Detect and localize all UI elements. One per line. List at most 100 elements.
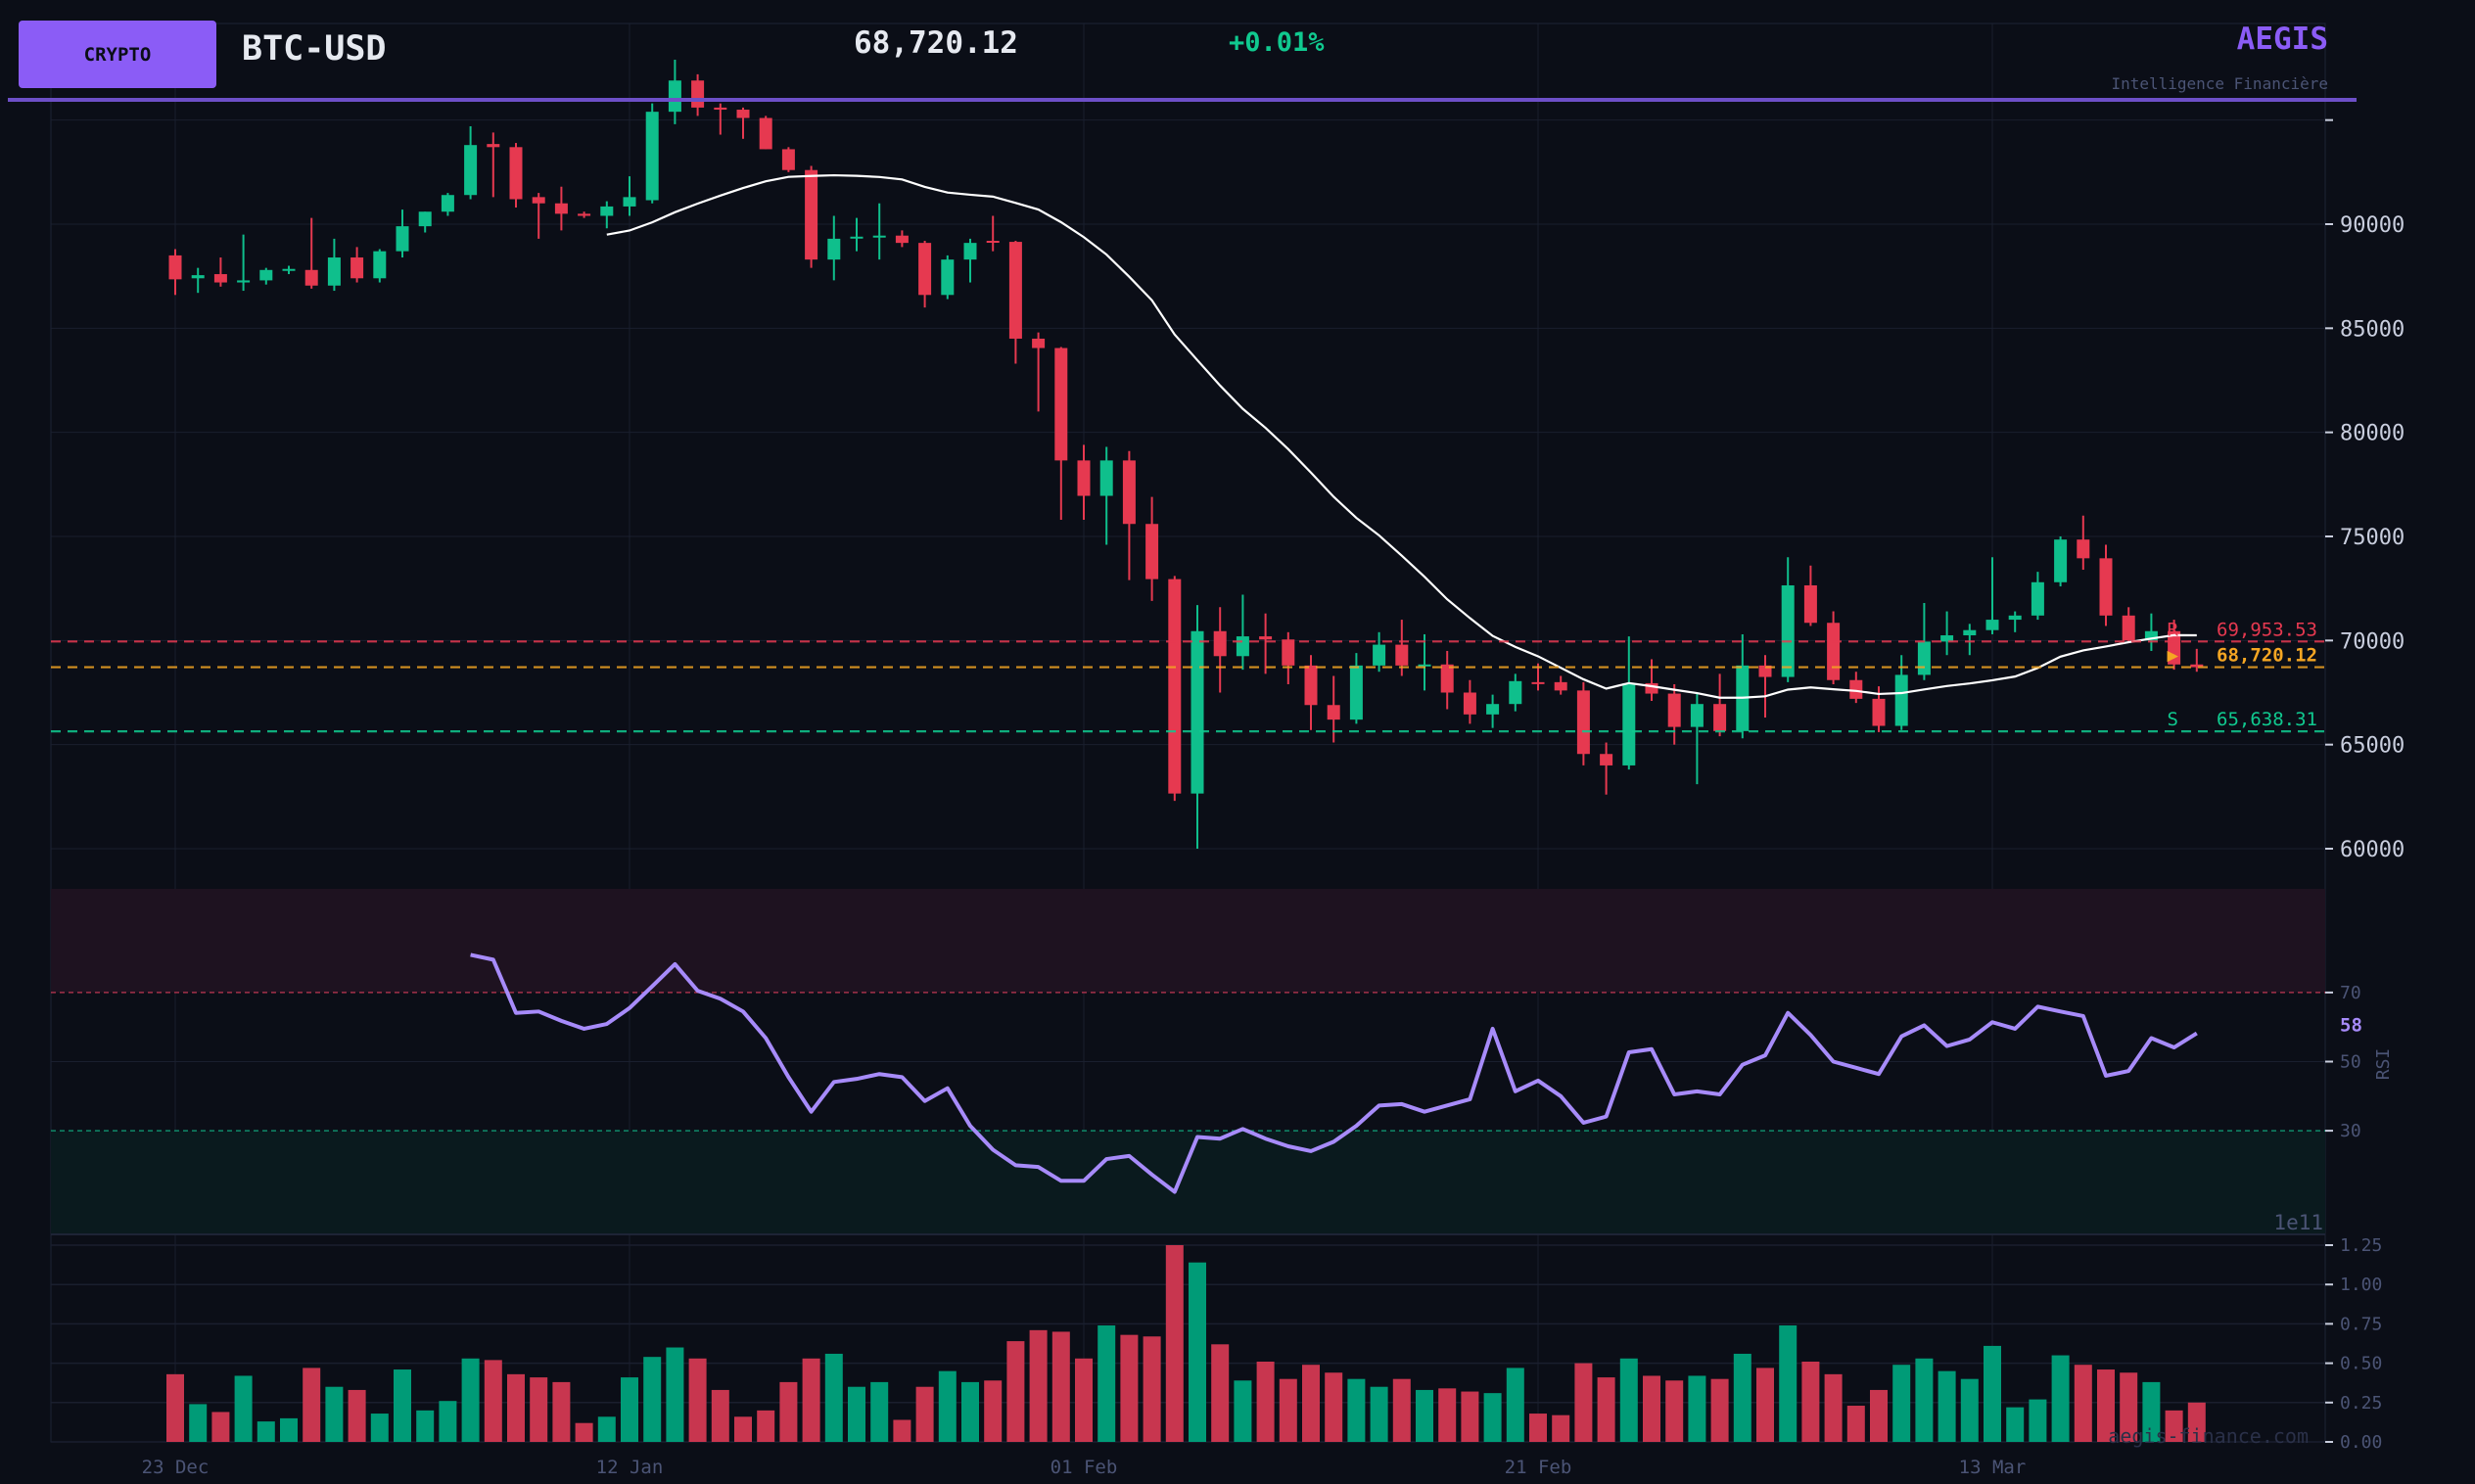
candle-body bbox=[850, 236, 864, 239]
volume-bar bbox=[2051, 1355, 2070, 1442]
candle-body bbox=[1054, 348, 1068, 461]
candle-body bbox=[805, 169, 818, 260]
current-level-prefix: ▶ bbox=[2168, 645, 2179, 667]
volume-bar bbox=[1416, 1389, 1433, 1442]
volume-bar bbox=[1189, 1262, 1206, 1442]
brand-logo: AEGIS bbox=[2236, 22, 2328, 57]
brand-tagline: Intelligence Financière bbox=[2111, 74, 2328, 93]
candle-body bbox=[1122, 460, 1136, 525]
candle-body bbox=[1213, 630, 1227, 657]
volume-bar bbox=[1483, 1393, 1502, 1442]
volume-bar bbox=[303, 1368, 321, 1442]
candle-body bbox=[1008, 242, 1022, 339]
volume-bar bbox=[234, 1375, 253, 1442]
candle-body bbox=[1191, 630, 1204, 794]
volume-bar bbox=[370, 1414, 389, 1442]
volume-bar bbox=[416, 1410, 435, 1442]
candle-body bbox=[872, 235, 886, 238]
volume-bar bbox=[257, 1421, 275, 1442]
x-tick-label: 23 Dec bbox=[142, 1457, 210, 1478]
rsi-line bbox=[470, 952, 2198, 1194]
volume-bar bbox=[1960, 1378, 1979, 1442]
volume-bar bbox=[1733, 1353, 1751, 1442]
volume-tick-label: 0.00 bbox=[2340, 1432, 2382, 1453]
candle-body bbox=[304, 269, 318, 286]
candle-body bbox=[532, 197, 545, 204]
candle-body bbox=[191, 275, 205, 279]
candle-body bbox=[1531, 681, 1545, 684]
asset-class-badge: CRYPTO bbox=[19, 21, 216, 88]
volume-bar bbox=[1438, 1388, 1457, 1442]
candle-body bbox=[1576, 690, 1590, 755]
volume-tick-label: 1.25 bbox=[2340, 1235, 2382, 1256]
volume-bar bbox=[484, 1360, 502, 1442]
candle-body bbox=[986, 241, 1000, 244]
volume-bar bbox=[938, 1370, 957, 1442]
volume-bar bbox=[1892, 1365, 1911, 1442]
candle-body bbox=[2054, 539, 2068, 582]
candle-body bbox=[1667, 693, 1681, 727]
rsi-axis-label: RSI bbox=[2373, 1048, 2394, 1081]
volume-bar bbox=[1302, 1365, 1320, 1442]
volume-bar bbox=[734, 1416, 752, 1442]
volume-bar bbox=[348, 1389, 366, 1442]
current-level-label: 68,720.12 bbox=[2217, 645, 2317, 667]
candle-body bbox=[2008, 615, 2022, 621]
volume-bar bbox=[688, 1358, 707, 1442]
volume-bar bbox=[1801, 1361, 1820, 1442]
candle-body bbox=[736, 110, 750, 118]
volume-bar bbox=[597, 1416, 616, 1442]
volume-bar bbox=[2074, 1365, 2092, 1442]
price-tick-label: 70000 bbox=[2340, 629, 2405, 654]
volume-bar bbox=[394, 1369, 411, 1442]
volume-bar bbox=[461, 1358, 480, 1442]
volume-bar bbox=[280, 1417, 298, 1442]
volume-bar bbox=[1461, 1391, 1479, 1442]
candle-body bbox=[1872, 698, 1886, 726]
candle-body bbox=[1077, 460, 1091, 496]
volume-bar bbox=[211, 1412, 230, 1442]
candle-body bbox=[714, 107, 727, 111]
rsi-oversold-zone bbox=[51, 1131, 2325, 1234]
volume-bar bbox=[1870, 1389, 1888, 1442]
candle-body bbox=[1803, 584, 1817, 624]
candle-body bbox=[350, 257, 364, 279]
candle-body bbox=[487, 144, 500, 148]
volume-bar bbox=[1279, 1378, 1297, 1442]
volume-bar bbox=[824, 1353, 843, 1442]
candle-body bbox=[1758, 665, 1772, 677]
candle-body bbox=[168, 255, 182, 280]
candle-body bbox=[259, 269, 273, 281]
volume-bar bbox=[2006, 1407, 2025, 1442]
candle-body bbox=[327, 257, 341, 286]
candle-body bbox=[1418, 664, 1431, 667]
candle-body bbox=[1940, 635, 1954, 642]
candle-body bbox=[2122, 615, 2135, 641]
volume-bar bbox=[2097, 1369, 2115, 1442]
price-change: +0.01% bbox=[1229, 27, 1325, 58]
volume-bar bbox=[643, 1357, 662, 1442]
candle-body bbox=[1304, 665, 1318, 706]
volume-bar bbox=[2142, 1381, 2161, 1442]
volume-bar bbox=[1347, 1378, 1366, 1442]
volume-bar bbox=[1234, 1380, 1252, 1442]
resistance-level-prefix: R bbox=[2168, 619, 2179, 640]
candle-body bbox=[645, 112, 659, 201]
candle-body bbox=[1645, 682, 1658, 694]
candle-body bbox=[759, 117, 772, 150]
price-tick-label: 75000 bbox=[2340, 526, 2405, 550]
volume-tick-label: 0.75 bbox=[2340, 1314, 2382, 1334]
candle-body bbox=[1373, 644, 1386, 666]
candle-body bbox=[691, 80, 705, 108]
candle-body bbox=[1327, 705, 1340, 720]
candle-body bbox=[1781, 584, 1795, 677]
candle-body bbox=[1827, 623, 1841, 680]
volume-bar bbox=[1392, 1378, 1411, 1442]
candle-body bbox=[237, 280, 251, 283]
volume-bar bbox=[1688, 1375, 1706, 1442]
volume-bar bbox=[1756, 1368, 1774, 1442]
x-tick-label: 12 Jan bbox=[596, 1457, 664, 1478]
volume-bar bbox=[1006, 1341, 1025, 1442]
candle-body bbox=[554, 203, 568, 214]
volume-bar bbox=[848, 1386, 865, 1442]
